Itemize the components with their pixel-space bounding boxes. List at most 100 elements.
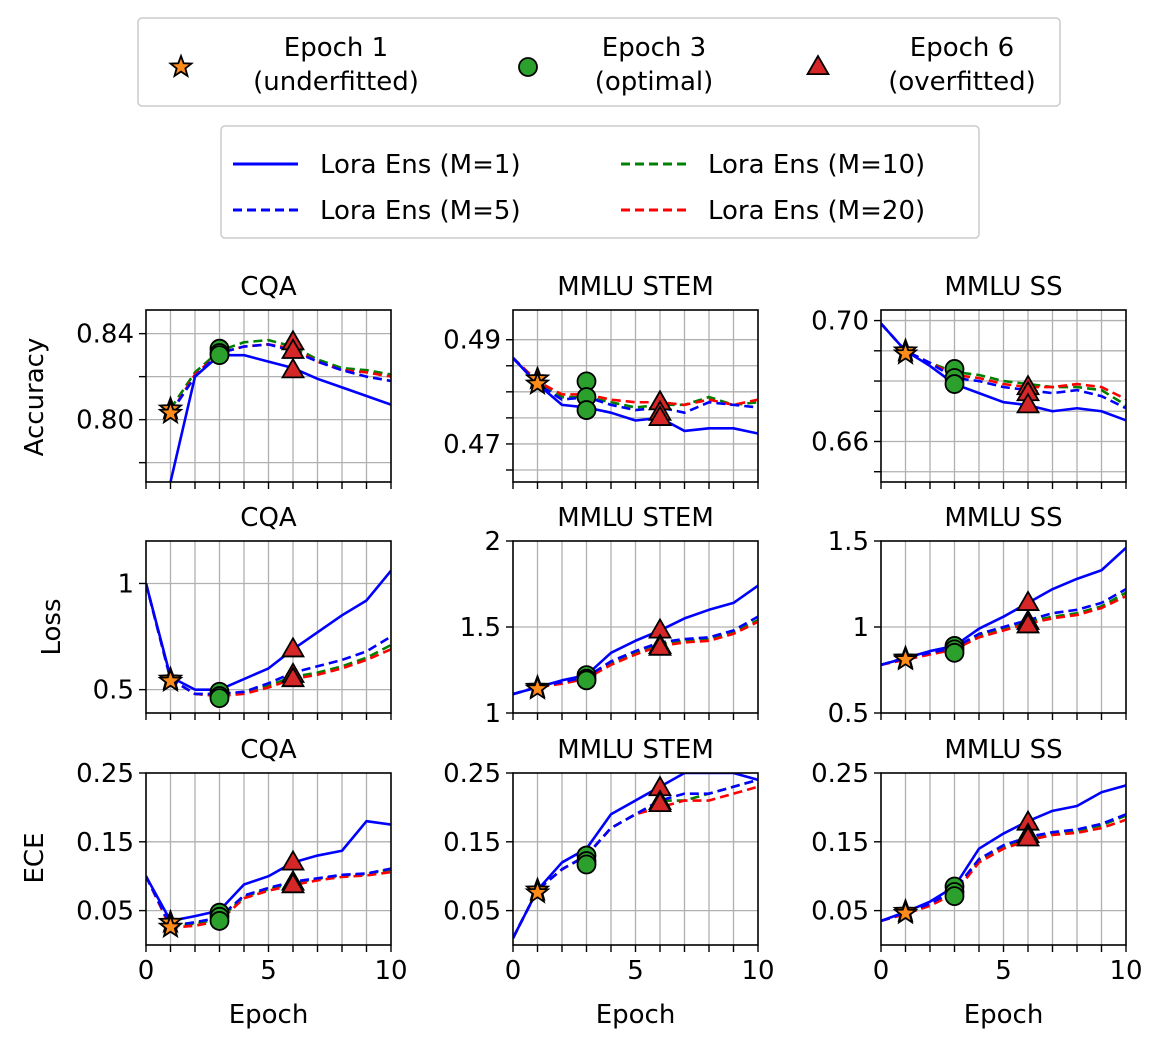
panel-ece-cqa: 0 5 10 Epoch 0.05 0.15 0.25 CQA — [76, 735, 407, 1030]
y-tick-label: 1 — [484, 699, 501, 729]
panel-ece-mmlu-stem: 0 5 10 Epoch 0.05 0.15 0.25 MMLU STEM — [443, 735, 774, 1030]
panels: 0.80 0.84 CQA 0.47 0.49 MMLU STEM 0.66 0.70 MMLU… — [76, 272, 1142, 1030]
series-lines — [513, 357, 758, 435]
y-tick-label: 0.70 — [811, 307, 869, 337]
y-tick-label: 0.15 — [76, 828, 134, 858]
marker-epoch3 — [576, 854, 597, 875]
marker-epoch3 — [576, 670, 597, 691]
y-tick-label: 0.80 — [76, 406, 134, 436]
series-line-lora-ens-m-5 — [513, 357, 758, 414]
series-line-lora-ens-m-10 — [169, 338, 391, 410]
marker-epoch3 — [209, 345, 230, 366]
y-tick-label: 1.5 — [460, 613, 501, 643]
series-line-lora-ens-m-20 — [881, 322, 1126, 401]
marker-epoch3 — [944, 642, 965, 663]
marker-epoch3 — [209, 911, 230, 931]
panel-title: CQA — [240, 272, 297, 302]
series-line-lora-ens-m-1 — [146, 569, 391, 691]
x-tick-label: 0 — [505, 956, 522, 986]
marker-legend-epoch3-line2: (optimal) — [595, 67, 714, 97]
marker-epoch6 — [280, 357, 306, 379]
x-tick-label: 5 — [627, 956, 644, 986]
y-tick-label: 0.05 — [811, 897, 869, 927]
series-line-lora-ens-m-1 — [881, 546, 1126, 667]
marker-epoch6 — [1015, 825, 1041, 847]
marker-epoch1 — [157, 399, 184, 425]
x-tick-label: 5 — [995, 956, 1012, 986]
series-lines — [881, 546, 1126, 667]
series-lines — [513, 584, 758, 696]
marker-legend: Epoch 1 (underfitted) Epoch 3 (optimal) … — [137, 17, 1061, 107]
panel-accuracy-mmlu-ss: 0.66 0.70 MMLU SS — [811, 272, 1127, 489]
marker-epoch3 — [209, 688, 230, 709]
series-legend-label-m1: Lora Ens (M=1) — [320, 150, 521, 180]
panel-title: MMLU STEM — [557, 503, 714, 533]
y-tick-label: 0.05 — [76, 897, 134, 927]
panel-title: CQA — [240, 503, 297, 533]
series-line-lora-ens-m-1 — [146, 819, 391, 923]
epoch-markers — [524, 617, 673, 700]
marker-epoch1 — [892, 899, 919, 925]
y-tick-label: 1 — [852, 613, 869, 643]
epoch-markers — [157, 849, 306, 939]
marker-epoch3 — [576, 400, 597, 420]
x-axis-label: Epoch — [596, 1000, 676, 1030]
y-tick-label: 0.25 — [811, 759, 869, 789]
marker-epoch6 — [1015, 590, 1041, 611]
marker-legend-epoch1-line1: Epoch 1 — [284, 33, 388, 63]
marker-epoch1 — [892, 646, 919, 671]
marker-epoch6 — [280, 872, 306, 894]
panel-accuracy-cqa: 0.80 0.84 CQA — [76, 272, 392, 489]
series-line-lora-ens-m-20 — [513, 357, 758, 407]
panel-loss-mmlu-stem: 1 1.5 2 MMLU STEM — [460, 503, 759, 729]
series-line-lora-ens-m-5 — [146, 583, 391, 696]
epoch-markers — [524, 775, 673, 904]
y-tick-label: 0.84 — [76, 320, 134, 350]
y-tick-label: 0.47 — [443, 430, 501, 460]
marker-epoch6 — [647, 634, 673, 656]
x-tick-label: 10 — [741, 956, 774, 986]
panel-ece-mmlu-ss: 0 5 10 Epoch 0.05 0.15 0.25 MMLU SS — [811, 735, 1142, 1030]
series-line-lora-ens-m-20 — [169, 343, 391, 414]
panel-title: CQA — [240, 735, 297, 765]
marker-epoch1 — [524, 370, 551, 396]
y-tick-label: 0.49 — [443, 326, 501, 356]
marker-legend-epoch6-line2: (overfitted) — [888, 67, 1036, 97]
series-line-lora-ens-m-5 — [881, 322, 1126, 410]
series-lines — [146, 569, 391, 698]
epoch-markers — [157, 636, 306, 709]
y-tick-label: 0.05 — [443, 897, 501, 927]
marker-legend-epoch1-line2: (underfitted) — [253, 67, 419, 97]
series-legend-label-m5: Lora Ens (M=5) — [320, 196, 521, 226]
x-axis-label: Epoch — [964, 1000, 1044, 1030]
panel-loss-cqa: 0.5 1 CQA — [93, 503, 392, 720]
series-line-lora-ens-m-20 — [146, 870, 391, 930]
marker-epoch6 — [280, 636, 306, 658]
x-tick-label: 10 — [374, 956, 407, 986]
series-legend-label-m20: Lora Ens (M=20) — [708, 196, 925, 226]
series-lines — [169, 338, 391, 482]
panel-title: MMLU STEM — [557, 735, 714, 765]
marker-epoch1 — [892, 340, 919, 365]
y-tick-label: 1 — [117, 569, 134, 599]
marker-epoch6 — [1015, 392, 1041, 414]
panel-title: MMLU SS — [944, 503, 1062, 533]
marker-epoch6 — [1015, 612, 1041, 634]
x-tick-label: 0 — [138, 956, 155, 986]
row-label-ece: ECE — [20, 832, 50, 883]
marker-legend-symbol-star — [168, 53, 194, 78]
panel-title: MMLU SS — [944, 735, 1062, 765]
series-line-lora-ens-m-1 — [513, 773, 758, 939]
series-line-lora-ens-m-5 — [146, 867, 391, 928]
marker-epoch3 — [944, 374, 965, 394]
series-line-lora-ens-m-5 — [513, 778, 758, 939]
marker-legend-epoch3-line1: Epoch 3 — [602, 33, 706, 63]
series-line-lora-ens-m-5 — [881, 813, 1126, 923]
y-tick-label: 0.15 — [811, 828, 869, 858]
marker-epoch6 — [647, 791, 673, 813]
panel-title: MMLU SS — [944, 272, 1062, 302]
series-line-lora-ens-m-1 — [513, 584, 758, 696]
series-line-lora-ens-m-1 — [881, 322, 1126, 422]
marker-epoch1 — [157, 913, 184, 939]
